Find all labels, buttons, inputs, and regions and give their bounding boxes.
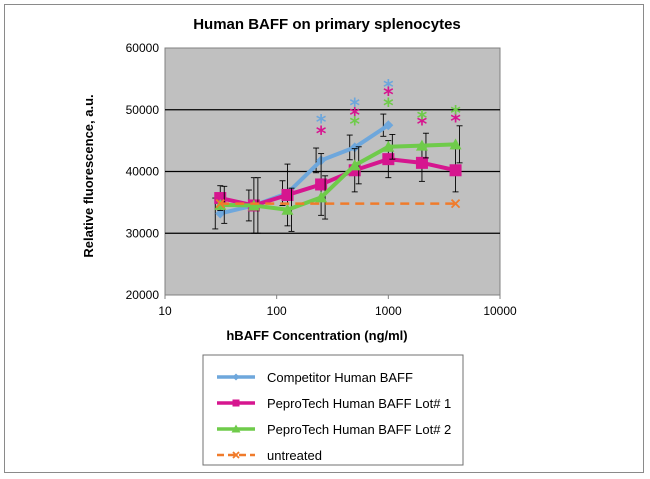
- significance-star: *: [383, 94, 394, 118]
- marker-stroke: [215, 198, 225, 209]
- legend-label: PeproTech Human BAFF Lot# 2: [267, 422, 451, 437]
- data-point: [415, 156, 428, 169]
- chart-svg: Human BAFF on primary splenocytes 20000 3…: [81, 16, 517, 466]
- x-tick-label: 10: [158, 304, 172, 318]
- y-tick-label: 60000: [126, 41, 160, 55]
- data-point: [382, 140, 395, 152]
- significance-star: *: [349, 112, 360, 136]
- legend-label: Competitor Human BAFF: [267, 370, 413, 385]
- legend-item: Competitor Human BAFF: [217, 370, 413, 385]
- data-point: [449, 164, 462, 177]
- data-point: [215, 198, 225, 209]
- data-point: [348, 159, 361, 171]
- legend-label: untreated: [267, 448, 322, 463]
- significance-star: *: [450, 109, 461, 133]
- y-tick-label: 30000: [126, 226, 160, 240]
- data-point: [450, 198, 461, 209]
- marker-stroke: [232, 451, 240, 459]
- legend: Competitor Human BAFF PeproTech Human BAF…: [217, 370, 451, 463]
- data-point: [232, 399, 240, 407]
- data-point: [349, 142, 360, 153]
- significance-star: *: [417, 112, 428, 136]
- grid-lines: [165, 109, 500, 234]
- series-line: [220, 142, 456, 212]
- significance-star: *: [349, 103, 360, 127]
- series-layer: ******* **** *: [212, 75, 463, 234]
- legend-item: untreated: [217, 448, 322, 463]
- data-point: [415, 139, 428, 151]
- legend-box: [202, 354, 464, 466]
- x-tick-label: 100: [267, 304, 287, 318]
- series-peprotech-human-baff-lot-2: *** *: [214, 94, 463, 234]
- chart-frame: Human BAFF on primary splenocytes 20000 3…: [4, 4, 644, 473]
- y-tick-label: 50000: [126, 103, 160, 117]
- data-point: [382, 153, 395, 166]
- significance-star: *: [349, 94, 360, 118]
- series-untreated: [215, 198, 461, 209]
- significance-star: *: [383, 75, 394, 99]
- data-point: [315, 191, 328, 203]
- x-tick-label: 10000: [483, 304, 517, 318]
- significance-star: *: [450, 101, 461, 125]
- data-point: [247, 199, 260, 211]
- legend-label: PeproTech Human BAFF Lot# 1: [267, 396, 451, 411]
- significance-star: *: [417, 106, 428, 130]
- data-point: [383, 120, 394, 131]
- data-point: [215, 208, 226, 219]
- y-tick-label: 20000: [126, 288, 160, 302]
- legend-item: PeproTech Human BAFF Lot# 2: [217, 422, 451, 437]
- data-point: [281, 203, 294, 215]
- marker-stroke: [450, 198, 461, 209]
- legend-item: PeproTech Human BAFF Lot# 1: [217, 396, 451, 411]
- axis-ticks: 20000 30000 40000 50000 60000 10 100 1000 10000: [126, 41, 517, 318]
- significance-star: *: [383, 82, 394, 106]
- data-point: [449, 138, 462, 150]
- data-point: [281, 188, 294, 201]
- y-axis-title: Relative fluorescence, a.u.: [81, 94, 96, 257]
- data-point: [315, 178, 328, 191]
- data-point: [232, 373, 240, 381]
- data-point: [231, 424, 241, 433]
- data-point: [232, 451, 240, 459]
- y-tick-label: 40000: [126, 165, 160, 179]
- chart-title: Human BAFF on primary splenocytes: [193, 16, 461, 33]
- x-axis-title: hBAFF Concentration (ng/ml): [226, 328, 407, 343]
- significance-star: *: [316, 110, 327, 134]
- significance-star: *: [316, 121, 327, 145]
- x-tick-label: 1000: [375, 304, 402, 318]
